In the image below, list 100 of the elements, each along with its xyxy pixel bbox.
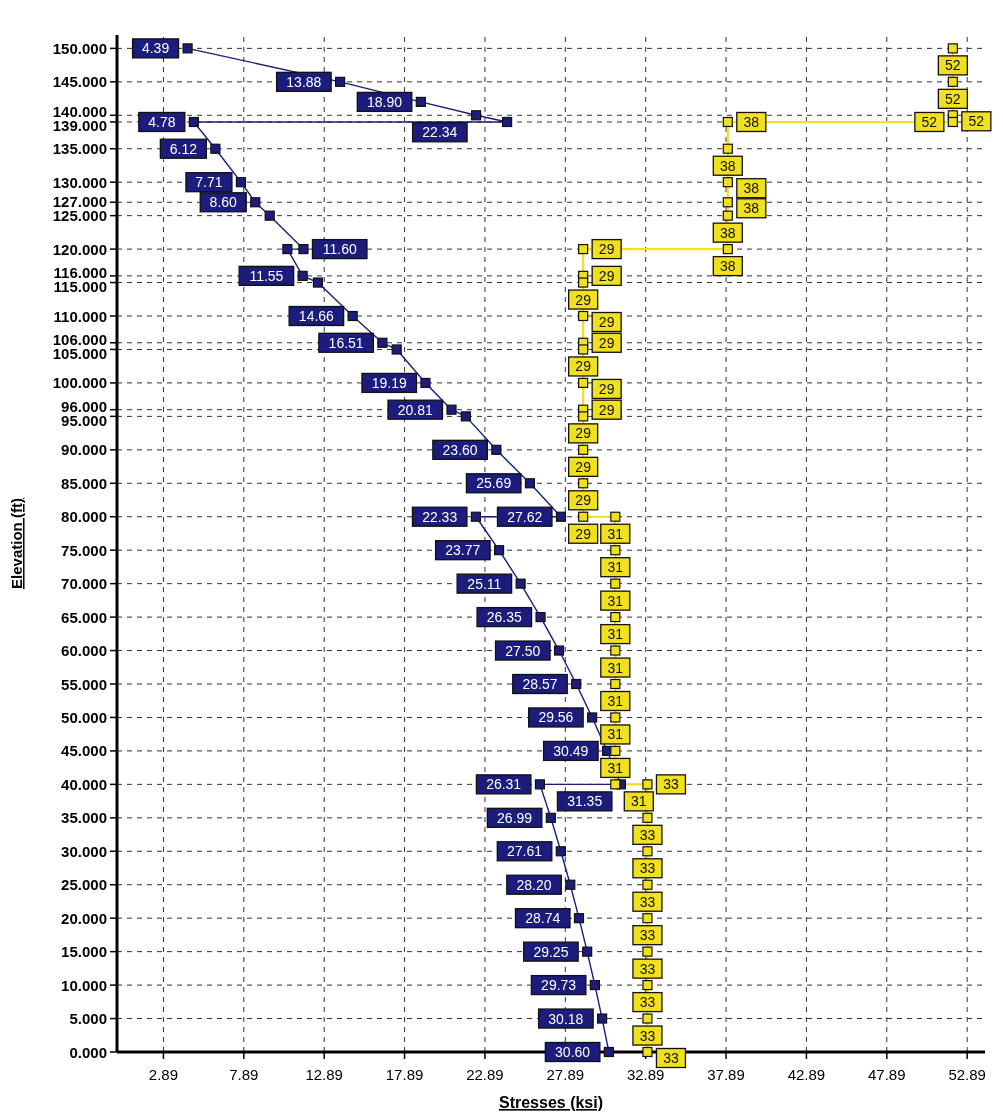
point: [377, 337, 388, 348]
annotation: 29: [598, 334, 615, 351]
point: [578, 344, 589, 355]
annotation: 19.19: [371, 374, 407, 391]
point: [947, 116, 958, 128]
point: [610, 511, 621, 522]
annotation: 52: [968, 113, 985, 130]
point: [722, 210, 733, 221]
point: [610, 712, 621, 723]
annotation: 29: [575, 425, 592, 442]
point: [722, 197, 733, 208]
point: [534, 779, 546, 790]
point: [347, 310, 358, 322]
annotation: 29: [575, 358, 592, 375]
point: [335, 76, 346, 87]
point: [524, 478, 536, 489]
point: [493, 545, 505, 556]
annotation: 31: [631, 793, 647, 810]
y-tick-label: 150.000: [52, 39, 107, 57]
y-tick-label: 30.000: [61, 842, 107, 860]
point: [182, 43, 193, 54]
point: [415, 96, 426, 108]
annotation: 38: [720, 258, 736, 275]
y-tick-label: 100.000: [52, 374, 107, 392]
annotation: 30.60: [555, 1044, 591, 1060]
annotation: 26.99: [497, 809, 533, 826]
y-tick-label: 110.000: [53, 307, 107, 325]
point: [722, 143, 733, 154]
point: [947, 76, 958, 87]
point: [470, 511, 482, 522]
y-tick-label: 120.000: [52, 240, 107, 258]
x-tick-label: 52.89: [948, 1066, 986, 1083]
y-axis-title: Elevation (ft): [8, 498, 25, 589]
point: [642, 779, 653, 790]
annotation: 29.73: [541, 977, 577, 994]
point: [610, 545, 621, 556]
point: [491, 444, 502, 455]
annotation: 22.33: [422, 508, 458, 525]
point: [515, 578, 526, 589]
annotation: 38: [743, 113, 760, 130]
annotation: 28.20: [516, 876, 552, 893]
y-tick-label: 145.000: [52, 73, 107, 91]
annotation: 33: [639, 927, 656, 944]
annotation: 31.35: [567, 793, 603, 810]
annotation: 31: [607, 759, 624, 776]
point: [282, 244, 293, 255]
annotation: 8.60: [209, 194, 238, 211]
point: [565, 879, 576, 890]
annotation: 31: [607, 726, 624, 743]
annotation: 33: [663, 1050, 679, 1066]
point: [460, 411, 471, 422]
point: [642, 913, 653, 924]
annotation: 38: [720, 224, 736, 241]
point: [555, 846, 566, 857]
point: [297, 270, 308, 281]
y-tick-label: 15.000: [61, 943, 107, 961]
point: [553, 645, 565, 656]
point: [642, 979, 653, 991]
y-tick-label: 50.000: [61, 708, 107, 726]
x-tick-label: 42.89: [787, 1066, 826, 1083]
annotation: 29: [575, 525, 592, 542]
annotation: 11.60: [322, 241, 357, 258]
annotation: 29: [598, 267, 615, 284]
point: [610, 578, 621, 589]
point: [535, 612, 546, 623]
annotation: 14.66: [298, 308, 335, 325]
y-tick-label: 5.000: [69, 1010, 107, 1028]
y-tick-label: 80.000: [61, 508, 107, 526]
y-tick-label: 85.000: [61, 474, 107, 492]
annotation: 23.60: [442, 441, 478, 458]
point: [597, 1013, 608, 1024]
annotation: 4.39: [141, 40, 170, 57]
x-tick-label: 47.89: [868, 1066, 906, 1083]
point: [264, 210, 275, 221]
point: [446, 404, 457, 415]
annotation: 29: [575, 458, 592, 475]
point: [391, 344, 402, 355]
annotation: 33: [639, 860, 656, 877]
annotation: 25.11: [467, 575, 502, 592]
annotation: 33: [639, 893, 656, 910]
annotation: 31: [607, 659, 624, 676]
point: [610, 645, 621, 656]
annotation: 20.81: [397, 401, 433, 418]
annotation: 27.62: [507, 508, 543, 525]
annotation: 22.34: [422, 124, 458, 141]
point: [571, 678, 582, 690]
annotation: 6.12: [169, 140, 198, 157]
point: [589, 979, 600, 991]
annotation: 52: [921, 113, 938, 130]
y-tick-label: 25.000: [61, 876, 107, 894]
point: [578, 411, 589, 422]
point: [587, 712, 598, 723]
x-tick-label: 7.89: [229, 1066, 259, 1083]
annotation: 29: [598, 314, 615, 331]
point: [722, 116, 733, 128]
annotation: 30.18: [548, 1010, 584, 1027]
point: [578, 444, 589, 455]
annotation: 29: [598, 401, 615, 418]
annotation: 28.74: [525, 910, 561, 927]
annotation: 29: [575, 492, 592, 509]
